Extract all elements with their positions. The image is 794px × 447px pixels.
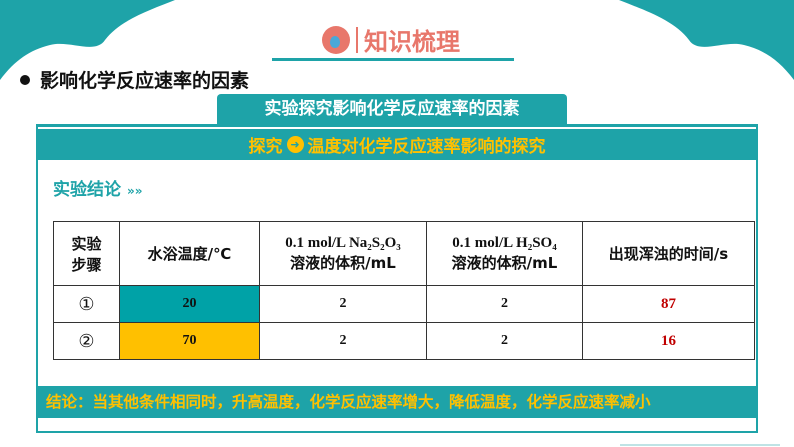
title-text: 知识梳理 [364, 28, 460, 56]
header-cell: 0.1 mol/L Na₂S₂O₃ 溶液的体积/mL [259, 221, 427, 286]
divider [356, 26, 358, 53]
conclusion-band: 结论：当其他条件相同时，升高温度，化学反应速率增大，降低温度，化学反应速率减小 [38, 386, 756, 418]
cell: 2 [259, 285, 427, 323]
table-row: ② 70 2 2 16 [53, 322, 755, 360]
header-cell: 实验 步骤 [53, 221, 120, 286]
cell: 16 [582, 322, 755, 360]
cell: ① [53, 285, 120, 323]
title-underline [272, 58, 514, 61]
content-box: 探究 ➜ 温度对化学反应速率影响的探究 实验结论 »» 实验 步骤 水浴温度/℃ 0… [36, 124, 758, 433]
table-header-row: 实验 步骤 水浴温度/℃ 0.1 mol/L Na₂S₂O₃ 溶液的体积/mL 0.… [53, 221, 755, 286]
bullet-icon [20, 74, 30, 85]
cell: 2 [426, 285, 583, 323]
subtitle-text: 实验结论 [53, 180, 121, 200]
header-cell: 出现浑浊的时间/s [582, 221, 755, 286]
footer-line [620, 444, 780, 446]
cell: 20 [119, 285, 260, 323]
topic-heading: 影响化学反应速率的因素 [20, 66, 249, 93]
header-cell: 0.1 mol/L H₂SO₄ 溶液的体积/mL [426, 221, 583, 286]
inquiry-band: 探究 ➜ 温度对化学反应速率影响的探究 [38, 129, 756, 160]
inquiry-title: 温度对化学反应速率影响的探究 [307, 137, 546, 157]
inquiry-prefix: 探究 [248, 137, 283, 157]
wave-right-decoration [619, 0, 794, 80]
chevron-double-right-icon: »» [127, 184, 143, 198]
cell: 2 [259, 322, 427, 360]
cell: ② [53, 322, 120, 360]
cell: 2 [426, 322, 583, 360]
cell: 70 [119, 322, 260, 360]
wave-left-decoration [0, 0, 175, 80]
cell: 87 [582, 285, 755, 323]
section-title: 知识梳理 [322, 22, 460, 57]
topic-heading-text: 影响化学反应速率的因素 [40, 70, 250, 92]
experiment-tab: 实验探究影响化学反应速率的因素 [217, 94, 567, 124]
arrow-right-icon: ➜ [286, 136, 304, 153]
results-table: 实验 步骤 水浴温度/℃ 0.1 mol/L Na₂S₂O₃ 溶液的体积/mL 0.… [53, 221, 755, 360]
flask-icon [322, 25, 350, 54]
subtitle: 实验结论 »» [53, 175, 143, 200]
table-row: ① 20 2 2 87 [53, 285, 755, 323]
header-cell: 水浴温度/℃ [119, 221, 260, 286]
